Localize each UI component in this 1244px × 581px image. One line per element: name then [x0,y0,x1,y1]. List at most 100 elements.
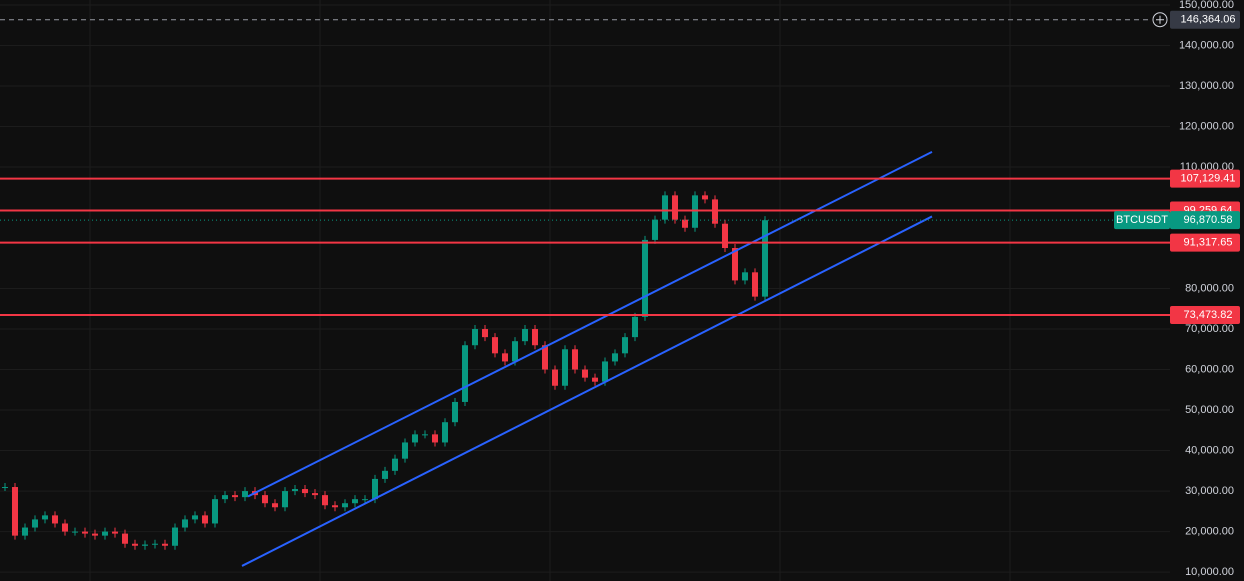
candle [532,329,538,346]
candle [542,345,548,370]
candle [382,470,388,479]
level-tag [1170,233,1240,252]
candle [522,329,528,342]
level-label: 107,129.41 [1180,173,1235,185]
candle [432,434,438,443]
candle [112,531,118,534]
level-tag [1170,169,1240,188]
candle [22,527,28,536]
candle [82,531,88,534]
candle [242,491,248,498]
candle [72,531,78,533]
candle [202,515,208,524]
add-icon[interactable] [1152,12,1168,28]
y-tick-label: 40,000.00 [1185,444,1234,456]
candle [142,544,148,546]
candle [302,489,308,494]
candle [662,195,668,220]
level-label: 73,473.82 [1184,309,1233,321]
candle [2,487,8,489]
candle [592,377,598,382]
y-tick-label: 10,000.00 [1185,566,1234,578]
candle [492,337,498,354]
candle [312,493,318,496]
candle [742,272,748,281]
candle [162,543,168,546]
candle [62,523,68,532]
candle [232,495,238,498]
candle [262,495,268,504]
y-tick-label: 20,000.00 [1185,525,1234,537]
candle [502,353,508,362]
y-tick-label: 30,000.00 [1185,485,1234,497]
y-tick-label: 70,000.00 [1185,323,1234,335]
candle [372,478,378,500]
candle [272,503,278,508]
candle [102,531,108,536]
candle [552,369,558,386]
add-icon-plus [1156,15,1164,24]
candle [472,329,478,346]
candle [172,527,178,546]
crosshair-tag [1170,10,1240,29]
candle [642,239,648,317]
candle [712,199,718,224]
candle [732,248,738,281]
candle [722,223,728,249]
candle [12,487,18,536]
candle [222,495,228,500]
candle [192,515,198,520]
candle [92,533,98,536]
symbol-label: BTCUSDT [1116,214,1168,226]
y-tick-label: 150,000.00 [1179,0,1234,11]
candle [652,219,658,240]
y-tick-label: 130,000.00 [1179,80,1234,92]
candle [122,533,128,544]
candle [182,519,188,528]
candle [352,499,358,504]
candle [562,349,568,386]
level-tag [1170,305,1240,324]
candle [482,329,488,338]
candle [452,401,458,423]
candle [672,195,678,220]
candle [392,458,398,471]
y-tick-label: 60,000.00 [1185,363,1234,375]
candle [212,499,218,524]
candle [702,195,708,200]
candle [322,495,328,506]
y-tick-label: 140,000.00 [1179,39,1234,51]
candle [332,505,338,508]
candle [582,369,588,378]
level-label: 91,317.65 [1184,237,1233,249]
candle [632,316,638,338]
candle [442,422,448,443]
candle [52,515,58,524]
candle [292,489,298,492]
candle [602,361,608,382]
candle [132,543,138,546]
candle [342,503,348,508]
candle [32,519,38,528]
candle [572,349,578,370]
crosshair-label: 146,364.06 [1180,14,1235,26]
candle [362,499,368,501]
candle [682,219,688,228]
candle [282,491,288,508]
price-tag [1170,211,1240,230]
candle [422,434,428,436]
candle [412,434,418,443]
candle [402,442,408,459]
trendline [241,215,933,567]
y-tick-label: 50,000.00 [1185,404,1234,416]
candle [622,337,628,354]
candle [692,195,698,228]
price-label: 96,870.58 [1184,214,1233,226]
candle [612,353,618,362]
y-tick-label: 80,000.00 [1185,282,1234,294]
trendline [247,151,933,498]
candle [762,220,768,297]
symbol-tag [1114,211,1170,230]
candle [462,345,468,402]
